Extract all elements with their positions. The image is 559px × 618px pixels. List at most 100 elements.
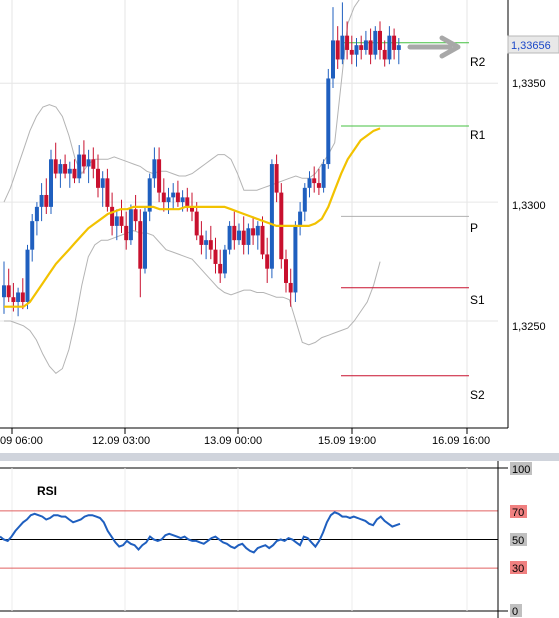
candle-body <box>180 197 185 203</box>
candle <box>298 202 303 236</box>
candle-body <box>246 228 251 245</box>
bollinger-bands <box>3 0 381 374</box>
rsi-tick-badge-50 <box>510 533 527 546</box>
candle <box>382 40 387 67</box>
candle-body <box>30 221 35 250</box>
candle-body <box>34 206 39 222</box>
candle-body <box>128 209 133 241</box>
candle-body <box>147 178 152 212</box>
candle-body <box>331 40 335 79</box>
candle-body <box>218 263 223 274</box>
candle-body <box>321 164 326 188</box>
candle-body <box>251 228 256 236</box>
candle-body <box>110 206 115 226</box>
rsi-panel: RSI 100 70 50 30 0 <box>0 461 532 618</box>
candle <box>16 287 21 317</box>
candle <box>124 211 129 250</box>
candle <box>288 268 293 307</box>
candle-body <box>363 40 368 50</box>
time-x-axis: 09 06:00 12.09 03:00 13.09 00:00 15.09 1… <box>0 428 490 447</box>
candle <box>349 35 354 65</box>
x-tick-label: 12.09 03:00 <box>92 435 150 447</box>
candle <box>100 171 105 207</box>
candle <box>157 147 162 203</box>
candle <box>63 154 68 179</box>
candle-body <box>44 194 49 207</box>
candle-body <box>293 225 298 293</box>
x-tick-label: 16.09 16:00 <box>432 435 490 447</box>
candle-body <box>81 154 86 167</box>
candle <box>67 161 72 188</box>
candle-body <box>208 240 213 250</box>
candle-body <box>67 168 72 174</box>
rsi-tick-label: 70 <box>512 507 524 519</box>
price-panel: R2 R1 P S1 S2 <box>0 0 509 429</box>
rsi-tick-label: 100 <box>512 464 530 476</box>
current-price-badge <box>507 35 559 54</box>
candle <box>340 2 345 65</box>
candle-body <box>114 216 119 226</box>
candle <box>147 173 152 222</box>
candle-body <box>237 230 241 241</box>
level-label-s2: S2 <box>470 388 485 402</box>
candle <box>39 183 44 222</box>
candle <box>255 221 260 250</box>
pivot-level-labels: R2 R1 P S1 S2 <box>470 55 486 402</box>
candle-body <box>269 164 274 269</box>
candle-body <box>63 164 68 174</box>
price-y-axis: 1,3350 1,3300 1,3250 1,33656 <box>507 35 559 333</box>
candle-body <box>152 159 157 179</box>
candle <box>20 278 25 310</box>
candle <box>307 171 312 198</box>
candle-body <box>6 285 11 298</box>
candle <box>72 159 77 184</box>
candle <box>110 192 115 236</box>
candle <box>114 209 119 241</box>
candle <box>171 183 176 210</box>
candle <box>326 68 331 169</box>
candle-body <box>274 164 279 193</box>
moving-average <box>4 127 381 308</box>
candle <box>152 147 157 188</box>
candle <box>25 244 30 310</box>
bollinger-lower-band <box>4 230 381 374</box>
candle <box>96 154 100 198</box>
candle <box>199 221 204 255</box>
candle-body <box>119 216 124 226</box>
panel-divider <box>0 453 559 461</box>
candle <box>373 26 378 60</box>
candle-body <box>241 230 246 245</box>
candle-body <box>316 183 321 188</box>
candle <box>161 178 166 212</box>
y-tick-label: 1,3350 <box>512 78 546 90</box>
rsi-title: RSI <box>37 484 57 498</box>
candle <box>269 159 274 279</box>
candle-body <box>312 178 317 184</box>
price-grid <box>0 0 498 428</box>
candle-body <box>345 35 350 50</box>
candle-body <box>349 49 354 55</box>
candle-body <box>100 178 105 188</box>
candle <box>293 221 298 302</box>
candle-body <box>396 45 401 50</box>
candle-body <box>227 225 232 250</box>
level-label-r2: R2 <box>470 55 486 69</box>
candle <box>49 149 53 214</box>
candle <box>213 237 218 274</box>
candle-body <box>171 192 176 198</box>
candle-body <box>143 211 147 269</box>
candle-body <box>288 282 293 293</box>
x-tick-label: 09 06:00 <box>0 435 43 447</box>
candle <box>321 159 326 193</box>
arrow-right-icon <box>407 35 461 59</box>
candle-body <box>2 285 6 298</box>
candle-body <box>213 249 218 264</box>
rsi-series-line <box>0 511 401 554</box>
pivot-levels <box>341 42 469 377</box>
candle <box>105 168 110 212</box>
candle <box>6 268 11 302</box>
candle <box>194 202 199 241</box>
candle <box>378 21 382 60</box>
candle-body <box>20 292 25 302</box>
rsi-line <box>0 511 401 554</box>
